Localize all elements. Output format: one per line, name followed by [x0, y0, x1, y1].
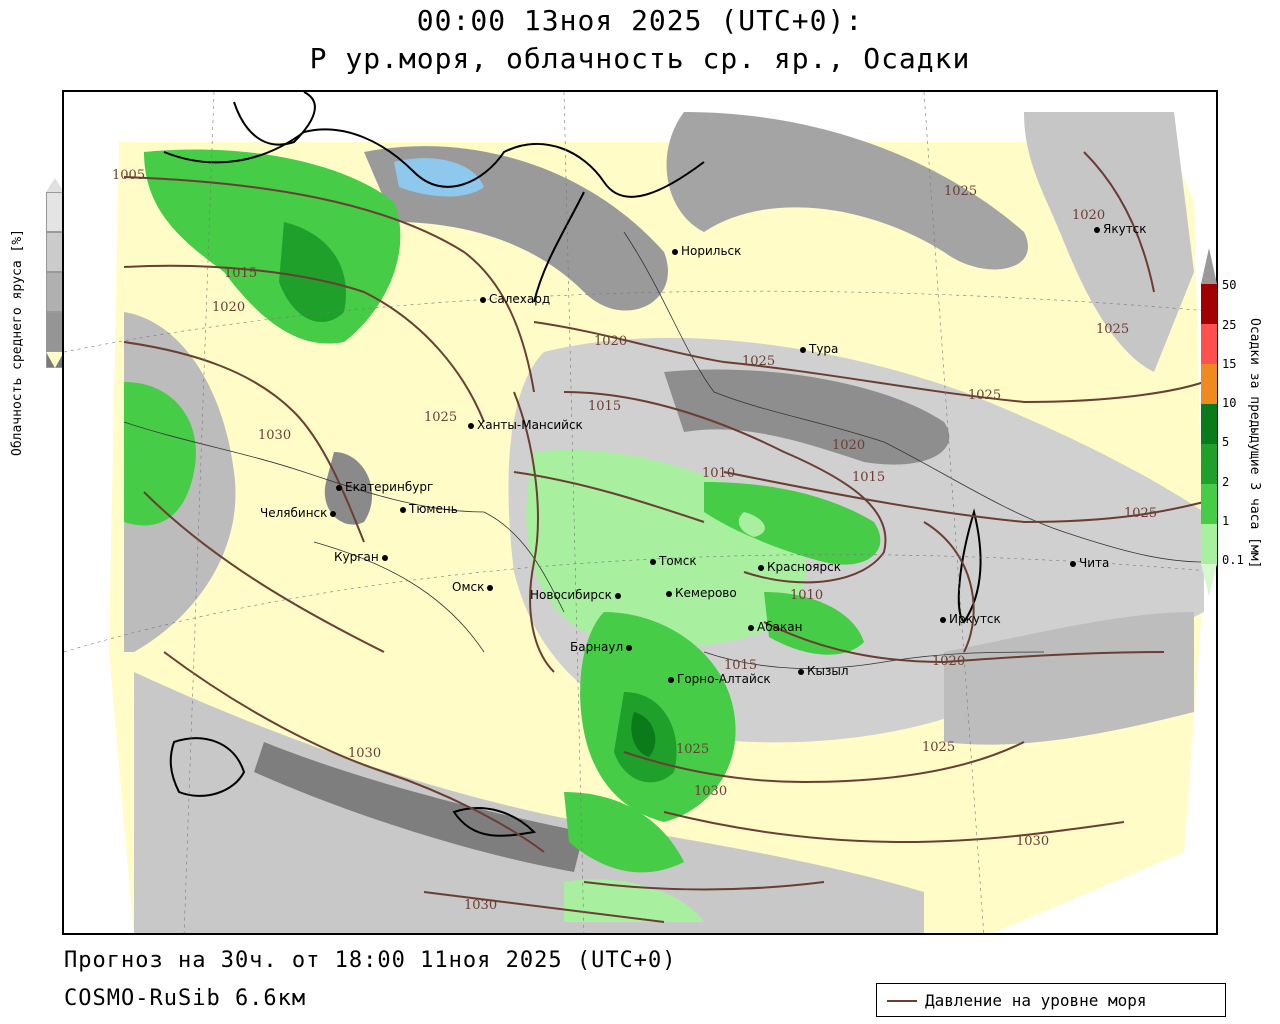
isobar-label: 1020 — [212, 300, 246, 315]
forecast-map: 1005 1015 1020 1030 1025 1020 1015 1025 … — [62, 90, 1218, 935]
isobar-label: 1025 — [968, 388, 1002, 403]
isobar-label: 1030 — [464, 898, 498, 913]
map-graphics — [64, 92, 1216, 933]
city-kyzyl: Кызыл — [798, 664, 849, 678]
isobar-label: 1030 — [258, 428, 292, 443]
isobar-label: 1025 — [1124, 506, 1158, 521]
precip-swatch-25 — [1201, 324, 1217, 364]
cloud-scale-label: Облачность среднего яруса [%] — [10, 229, 25, 456]
isobar-label: 1025 — [922, 740, 956, 755]
city-chelyabinsk: Челябинск — [260, 506, 339, 520]
city-tomsk: Томск — [650, 554, 697, 568]
city-kurgan: Курган — [334, 550, 391, 564]
isobar-label: 1010 — [790, 588, 824, 603]
city-kemerovo: Кемерово — [666, 586, 737, 600]
city-krasnoyarsk: Красноярск — [758, 560, 841, 574]
pressure-legend-label: Давление на уровне моря — [925, 991, 1147, 1010]
isobar-label: 1025 — [424, 410, 458, 425]
precip-swatch-15 — [1201, 364, 1217, 404]
pressure-line-swatch — [887, 1000, 917, 1002]
precip-swatch-10 — [1201, 404, 1217, 444]
isobar-label: 1030 — [348, 746, 382, 761]
isobar-label: 1015 — [588, 399, 622, 414]
isobar-label: 1015 — [224, 266, 258, 281]
city-tyumen: Тюмень — [400, 502, 458, 516]
isobar-label: 1025 — [676, 742, 710, 757]
city-khanty-mansiysk: Ханты-Мансийск — [468, 418, 583, 432]
pressure-legend: Давление на уровне моря — [876, 983, 1226, 1017]
isobar-label: 1025 — [944, 184, 978, 199]
map-subtitle: P ур.моря, облачность ср. яр., Осадки — [309, 42, 971, 75]
precip-scale-label: Осадки за предыдущие 3 часа [мм] — [1247, 318, 1262, 569]
precip-tick-25: 25 — [1222, 318, 1237, 332]
isobar-label: 1010 — [702, 466, 736, 481]
city-yekaterinburg: Екатеринбург — [336, 480, 433, 494]
precip-tick-5: 5 — [1222, 435, 1230, 449]
precip-swatch-2 — [1201, 484, 1217, 524]
precip-swatch-1 — [1201, 524, 1217, 564]
precip-tick-15: 15 — [1222, 357, 1237, 371]
city-tura: Тура — [800, 342, 838, 356]
isobar-label: 1025 — [742, 354, 776, 369]
isobar-label: 1025 — [1096, 322, 1130, 337]
isobar-label: 1020 — [594, 334, 628, 349]
forecast-info: Прогноз на 30ч. от 18:00 11ноя 2025 (UTC… — [64, 948, 677, 973]
model-name: COSMO-RuSib 6.6км — [64, 986, 307, 1011]
precip-swatch-5 — [1201, 444, 1217, 484]
city-salekhard: Салехард — [480, 292, 550, 306]
map-title: 00:00 13ноя 2025 (UTC+0): — [416, 4, 864, 37]
isobar-label: 1015 — [724, 658, 758, 673]
city-barnaul: Барнаул — [570, 640, 635, 654]
city-novosibirsk: Новосибирск — [530, 588, 624, 602]
city-abakan: Абакан — [748, 620, 802, 634]
isobar-label: 1030 — [1016, 834, 1050, 849]
city-omsk: Омск — [452, 580, 496, 594]
isobar-label: 1020 — [832, 438, 866, 453]
city-yakutsk: Якутск — [1094, 222, 1147, 236]
precip-tick-50: 50 — [1222, 278, 1237, 292]
isobar-label: 1005 — [112, 168, 146, 183]
city-norilsk: Норильск — [672, 244, 741, 258]
precip-tick-1: 1 — [1222, 514, 1230, 528]
precip-tick-10: 10 — [1222, 396, 1237, 410]
isobar-label: 1015 — [852, 470, 886, 485]
precip-tick-0-1: 0.1 — [1222, 553, 1244, 567]
precip-swatch-50 — [1201, 284, 1217, 324]
isobar-label: 1020 — [932, 654, 966, 669]
isobar-label: 1020 — [1072, 208, 1106, 223]
city-irkutsk: Иркутск — [940, 612, 1001, 626]
city-gorno-altaysk: Горно-Алтайск — [668, 672, 771, 686]
city-chita: Чита — [1070, 556, 1109, 570]
isobar-label: 1030 — [694, 784, 728, 799]
precip-tick-2: 2 — [1222, 475, 1230, 489]
